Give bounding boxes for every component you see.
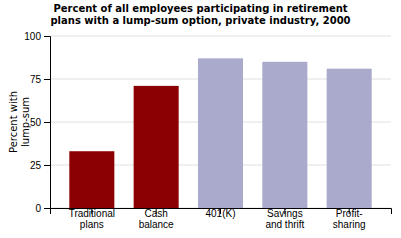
tick-label: Traditionalplans bbox=[69, 208, 115, 230]
text-line: Profit- bbox=[336, 208, 363, 219]
text-line: Percent of all employees participating i… bbox=[53, 3, 347, 14]
tick: Profit-sharing bbox=[333, 208, 366, 230]
text-line: and thrift bbox=[265, 219, 304, 230]
tick-mark bbox=[44, 208, 50, 209]
bar bbox=[198, 58, 243, 208]
bar bbox=[134, 86, 179, 208]
tick-label: Savingsand thrift bbox=[265, 208, 304, 230]
plot-area: 0 25 50 75 100 Traditionalplans Cashbalance 401… bbox=[24, 31, 391, 230]
bar bbox=[262, 62, 307, 208]
tick: 75 bbox=[30, 74, 50, 85]
tick-mark bbox=[44, 79, 50, 80]
tick-label: Profit-sharing bbox=[333, 208, 366, 230]
text-line: balance bbox=[139, 219, 174, 230]
bars bbox=[69, 58, 371, 208]
tick-label: 75 bbox=[30, 74, 42, 85]
axis-line bbox=[44, 37, 51, 209]
text-line: Cash bbox=[144, 208, 167, 219]
grid-line bbox=[50, 36, 391, 37]
tick-label: 50 bbox=[30, 117, 42, 128]
text-line: Percent with bbox=[8, 91, 19, 153]
text-line: sharing bbox=[333, 219, 366, 230]
tick-label: Cashbalance bbox=[139, 208, 174, 230]
title: Percent of all employees participating i… bbox=[50, 3, 350, 26]
text-line: Traditional bbox=[69, 208, 115, 219]
text-line: plans bbox=[80, 219, 104, 230]
chart-container: 0 25 50 75 100 Traditionalplans Cashbalance 401… bbox=[0, 0, 401, 238]
tick-mark bbox=[44, 165, 50, 166]
tick: Traditionalplans bbox=[69, 208, 115, 230]
chart-svg: 0 25 50 75 100 Traditionalplans Cashbalance 401… bbox=[0, 0, 401, 238]
tick: 100 bbox=[24, 31, 50, 42]
tick-mark bbox=[44, 122, 50, 123]
text-line: lump-sum bbox=[20, 97, 31, 147]
text-line: 401(K) bbox=[205, 208, 235, 219]
tick: 50 bbox=[30, 117, 50, 128]
tick-label: 25 bbox=[30, 160, 42, 171]
tick: 0 bbox=[35, 203, 50, 214]
tick: 401(K) bbox=[205, 208, 235, 219]
tick-label: 100 bbox=[24, 31, 41, 42]
tick: Cashbalance bbox=[139, 208, 174, 230]
text-line: plans with a lump-sum option, private in… bbox=[50, 15, 350, 26]
grid bbox=[50, 36, 391, 208]
bar bbox=[327, 69, 372, 208]
tick-mark bbox=[44, 36, 50, 37]
bar bbox=[69, 151, 114, 208]
y-axis-label: Percent withlump-sum bbox=[8, 91, 31, 153]
tick-label: 0 bbox=[35, 203, 41, 214]
tick-label: 401(K) bbox=[205, 208, 235, 219]
tick: 25 bbox=[30, 160, 50, 171]
x-axis: Traditionalplans Cashbalance 401(K) Savings… bbox=[51, 208, 392, 230]
text-line: Savings bbox=[267, 208, 303, 219]
tick: Savingsand thrift bbox=[265, 208, 304, 230]
